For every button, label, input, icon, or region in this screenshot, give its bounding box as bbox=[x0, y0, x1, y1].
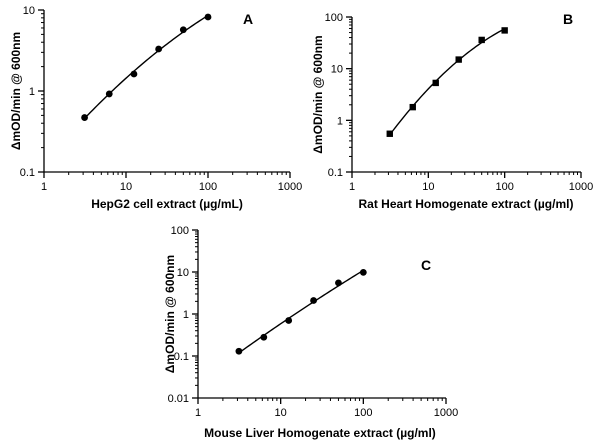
y-tick-label: 1 bbox=[183, 309, 189, 321]
x-tick-label: 10 bbox=[120, 181, 132, 193]
x-tick-label: 100 bbox=[199, 181, 217, 193]
y-tick-label: 10 bbox=[177, 267, 189, 279]
panel-c: 1 10 100 1000 0.01 0.1 1 10 100 Mouse Liver Homog… bbox=[163, 225, 458, 440]
data-point bbox=[130, 70, 138, 78]
x-tick-label: 1 bbox=[195, 407, 201, 419]
x-tick-label: 100 bbox=[354, 407, 372, 419]
data-point bbox=[386, 130, 393, 137]
data-point bbox=[501, 27, 508, 34]
data-point bbox=[285, 317, 293, 324]
y-tick-label: 10 bbox=[331, 64, 343, 76]
fit-curve bbox=[389, 28, 505, 136]
panel-label: A bbox=[243, 11, 253, 27]
panel-b: 1 10 100 1000 0.1 1 10 100 Rat Heart Homogenate … bbox=[311, 11, 593, 211]
data-point bbox=[155, 45, 163, 53]
x-tick-label: 10 bbox=[422, 181, 434, 193]
data-point bbox=[409, 103, 416, 111]
data-point bbox=[455, 56, 462, 63]
y-tick-label: 1 bbox=[337, 115, 343, 127]
y-tick-label: 0.1 bbox=[328, 167, 343, 179]
x-tick-label: 10 bbox=[275, 407, 287, 419]
x-tick-label: 1000 bbox=[569, 181, 593, 193]
fit-curve bbox=[84, 14, 209, 119]
y-tick-label: 0.01 bbox=[168, 393, 189, 405]
panel-label: C bbox=[421, 257, 431, 273]
y-axis-title: ΔmOD/min @ 600nm bbox=[163, 255, 177, 373]
y-tick-label: 0.1 bbox=[20, 167, 35, 179]
x-axis-title: Mouse Liver Homogenate extract (µg/ml) bbox=[204, 426, 436, 440]
y-tick-label: 100 bbox=[171, 225, 189, 237]
y-axis-title: ΔmOD/min @ 600nm bbox=[311, 35, 325, 153]
data-point bbox=[260, 333, 268, 341]
data-point bbox=[478, 36, 485, 44]
panel-label: B bbox=[563, 11, 573, 27]
x-tick-label: 1 bbox=[349, 181, 355, 193]
y-tick-label: 0.1 bbox=[174, 351, 189, 363]
x-tick-label: 1 bbox=[41, 181, 47, 193]
fit-curve bbox=[238, 269, 364, 354]
data-point bbox=[81, 114, 88, 121]
y-tick-label: 1 bbox=[29, 86, 35, 98]
data-point bbox=[432, 79, 439, 87]
y-tick-label: 10 bbox=[23, 5, 35, 17]
y-axis-title: ΔmOD/min @ 600nm bbox=[9, 32, 23, 150]
data-point bbox=[105, 90, 113, 98]
x-axis-title: Rat Heart Homogenate extract (µg/ml) bbox=[359, 197, 574, 211]
data-point bbox=[179, 26, 187, 34]
data-point bbox=[235, 347, 243, 355]
x-tick-label: 1000 bbox=[434, 407, 458, 419]
data-point bbox=[335, 279, 342, 287]
x-axis-title: HepG2 cell extract (µg/mL) bbox=[91, 197, 243, 211]
data-point bbox=[359, 268, 367, 276]
panel-a: 1 10 100 1000 0.1 1 10 HepG2 cell extract (µg/m… bbox=[9, 5, 302, 211]
x-tick-label: 1000 bbox=[278, 181, 302, 193]
data-point bbox=[204, 13, 212, 21]
x-tick-label: 100 bbox=[495, 181, 513, 193]
y-tick-label: 100 bbox=[325, 12, 343, 24]
data-point bbox=[310, 297, 317, 304]
